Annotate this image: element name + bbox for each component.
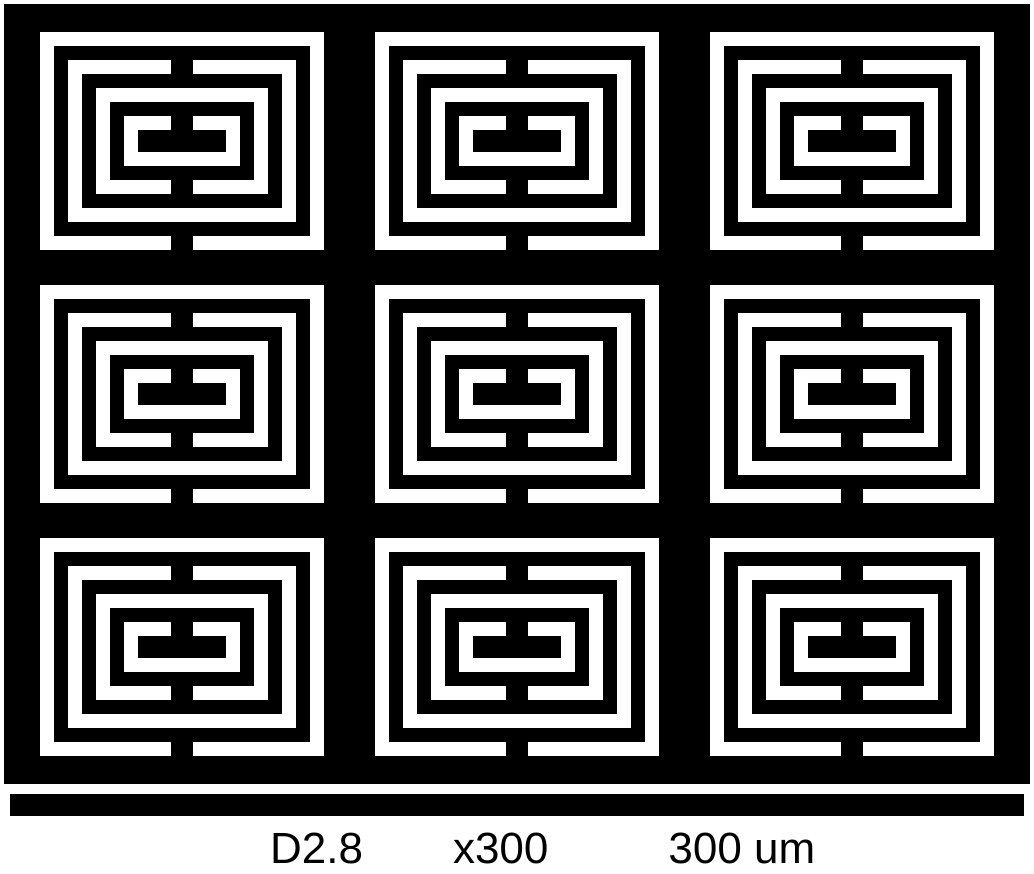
spiral-unit <box>349 520 684 773</box>
spiral-loop-segment <box>863 116 910 130</box>
scale-bar <box>10 794 1024 816</box>
spiral-loop-segment <box>863 566 966 580</box>
spiral-loop-segment <box>528 60 631 74</box>
spiral-loop-segment <box>863 313 966 327</box>
spiral-unit <box>349 267 684 520</box>
spiral-loop-segment <box>738 60 841 74</box>
spiral-grid <box>14 14 1020 773</box>
spiral-loop-segment <box>863 686 938 700</box>
spiral-loop-segment <box>459 622 506 636</box>
spiral-loop-segment <box>40 742 171 756</box>
spiral-loop-segment <box>124 116 171 130</box>
spiral-loop-segment <box>738 566 841 580</box>
spiral-loop-segment <box>193 116 240 130</box>
spiral-loop-segment <box>710 236 841 250</box>
spiral-loop-segment <box>193 686 268 700</box>
spiral-loop-segment <box>794 622 841 636</box>
spiral-loop-segment <box>528 566 631 580</box>
spiral-loop-segment <box>96 180 171 194</box>
spiral-loop-segment <box>710 489 841 503</box>
spiral-loop-segment <box>528 313 631 327</box>
spiral-loop-segment <box>40 489 171 503</box>
spiral-loop-segment <box>96 433 171 447</box>
spiral-loop-segment <box>375 236 506 250</box>
spiral-unit <box>14 267 349 520</box>
spiral-loop-segment <box>863 622 910 636</box>
spiral-loop-segment <box>96 686 171 700</box>
spiral-loop-segment <box>528 180 603 194</box>
spiral-unit <box>14 520 349 773</box>
spiral-loop-segment <box>375 489 506 503</box>
spiral-loop-segment <box>863 180 938 194</box>
spiral-loop-segment <box>766 433 841 447</box>
spiral-loop-segment <box>459 116 506 130</box>
spiral-loop-segment <box>124 622 171 636</box>
spiral-loop-segment <box>710 742 841 756</box>
spiral-loop-segment <box>528 433 603 447</box>
caption-magnification: x300 <box>453 824 548 874</box>
caption-row: D2.8 x300 300 um <box>0 824 1034 874</box>
spiral-loop-segment <box>193 433 268 447</box>
spiral-loop-segment <box>863 489 994 503</box>
spiral-loop-segment <box>403 313 506 327</box>
spiral-loop-segment <box>794 369 841 383</box>
spiral-loop-segment <box>193 566 296 580</box>
spiral-loop-segment <box>68 313 171 327</box>
spiral-loop-segment <box>193 313 296 327</box>
spiral-loop-segment <box>193 489 324 503</box>
spiral-loop-segment <box>863 369 910 383</box>
spiral-loop-segment <box>193 742 324 756</box>
spiral-loop-segment <box>124 369 171 383</box>
spiral-loop-segment <box>794 116 841 130</box>
spiral-loop-segment <box>863 60 966 74</box>
spiral-loop-segment <box>68 60 171 74</box>
spiral-unit <box>684 14 1019 267</box>
micrograph-panel <box>4 4 1030 784</box>
spiral-loop-segment <box>528 489 659 503</box>
spiral-loop-segment <box>193 236 324 250</box>
spiral-unit <box>349 14 684 267</box>
spiral-loop-segment <box>68 566 171 580</box>
spiral-loop-segment <box>863 236 994 250</box>
spiral-loop-segment <box>431 686 506 700</box>
spiral-loop-segment <box>193 622 240 636</box>
spiral-loop-segment <box>431 433 506 447</box>
spiral-loop-segment <box>528 686 603 700</box>
caption-scale-length: 300 um <box>668 824 815 874</box>
spiral-loop-segment <box>193 180 268 194</box>
spiral-loop-segment <box>738 313 841 327</box>
spiral-loop-segment <box>528 622 575 636</box>
spiral-loop-segment <box>193 369 240 383</box>
caption-aperture: D2.8 <box>270 824 363 874</box>
spiral-loop-segment <box>40 236 171 250</box>
spiral-loop-segment <box>403 60 506 74</box>
spiral-loop-segment <box>766 180 841 194</box>
spiral-unit <box>684 267 1019 520</box>
spiral-loop-segment <box>863 742 994 756</box>
spiral-loop-segment <box>431 180 506 194</box>
spiral-unit <box>14 14 349 267</box>
spiral-loop-segment <box>528 742 659 756</box>
figure-wrapper: D2.8 x300 300 um <box>0 4 1034 874</box>
spiral-loop-segment <box>403 566 506 580</box>
spiral-loop-segment <box>766 686 841 700</box>
spiral-loop-segment <box>528 116 575 130</box>
spiral-loop-segment <box>528 236 659 250</box>
spiral-loop-segment <box>193 60 296 74</box>
spiral-loop-segment <box>375 742 506 756</box>
spiral-unit <box>684 520 1019 773</box>
spiral-loop-segment <box>863 433 938 447</box>
spiral-loop-segment <box>459 369 506 383</box>
spiral-loop-segment <box>528 369 575 383</box>
